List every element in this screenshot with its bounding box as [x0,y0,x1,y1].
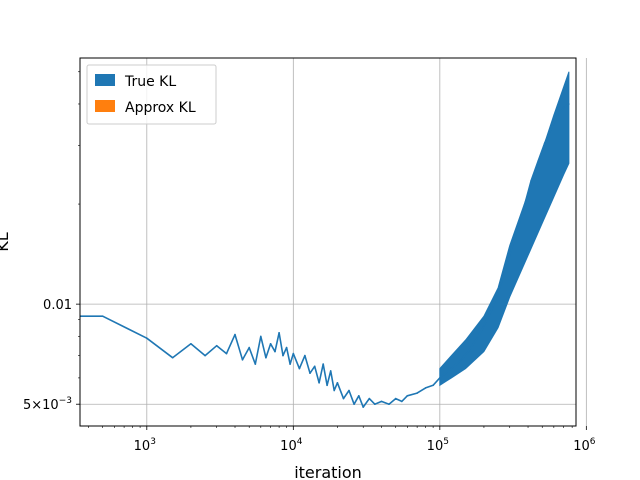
data-point-true-kl [329,370,332,372]
data-point-true-kl [424,387,427,389]
data-point-true-kl [333,389,336,392]
legend-swatch-approx-kl [95,100,115,112]
data-point-true-kl [374,403,376,406]
data-point-true-kl [468,348,471,351]
data-point-true-kl [543,142,546,144]
data-point-true-kl [562,106,565,109]
data-point-true-kl [348,389,350,392]
data-point-true-kl [278,332,280,334]
data-point-true-kl [274,350,276,353]
axes-frame [79,57,577,427]
data-point-true-kl [322,363,325,365]
data-point-true-kl [326,384,328,387]
data-point-true-kl [234,333,236,336]
data-point-true-kl [416,392,418,394]
data-point-true-kl [432,384,434,387]
legend-box [86,64,217,125]
data-point-true-kl [394,397,397,400]
data-point-true-kl [260,335,262,338]
data-point-true-kl [508,254,511,257]
data-point-true-kl [530,180,532,182]
data-point-true-kl [215,344,218,347]
data-point-true-kl [358,395,360,397]
data-point-true-kl [499,284,502,287]
series-band-true-kl [439,71,570,387]
data-point-true-kl [304,354,306,357]
data-point-true-kl [568,103,570,105]
data-point-true-kl [204,354,206,357]
data-point-true-kl [282,354,284,357]
x-tick-label: 106 [573,437,596,454]
data-point-true-kl [388,403,390,406]
legend-swatch-true-kl [95,74,115,86]
legend: True KL Approx KL [86,64,217,125]
data-point-true-kl [225,352,228,355]
data-point-true-kl [476,337,479,340]
y-axis-title: KL [0,232,12,251]
x-tick-label: 104 [280,437,303,454]
data-point-true-kl [248,346,250,349]
data-point-true-kl [292,352,295,355]
y-tick-label: 0.01 [43,298,72,313]
x-tick-label: 105 [427,437,449,454]
data-point-true-kl [401,400,403,403]
data-point-true-kl [313,365,316,368]
data-point-true-kl [353,403,355,406]
data-point-true-kl [516,226,519,229]
data-point-true-kl [265,356,267,359]
data-point-true-kl [450,367,453,370]
data-point-true-kl [318,382,320,384]
data-point-true-kl [483,325,485,327]
series-line-true-kl [80,103,570,408]
data-point-true-kl [101,315,104,318]
data-point-true-kl [171,356,174,359]
data-point-true-kl [524,203,526,205]
data-point-true-kl [336,382,339,384]
y-axis: 0.01 5×10−3 [23,71,80,413]
data-point-true-kl [406,395,409,397]
data-point-true-kl [537,159,540,162]
data-point-true-kl [550,126,553,129]
data-point-true-kl [362,406,365,408]
data-point-true-kl [380,400,383,403]
data-point-true-kl [190,343,192,345]
data-point-true-kl [254,363,257,365]
y-tick-label: 5×10−3 [23,396,72,413]
data-point-true-kl [368,397,371,400]
data-point-true-kl [492,306,494,308]
legend-label-true-kl: True KL [124,74,176,90]
data-point-true-kl [285,346,288,349]
data-point-true-kl [241,359,244,361]
x-tick-label: 103 [134,437,156,454]
data-point-true-kl [557,114,559,116]
data-point-true-kl [298,367,301,370]
x-axis-title: iteration [294,463,362,480]
x-axis: 103 104 105 106 [88,426,596,454]
data-point-true-kl [460,359,463,361]
data-point-true-kl [342,397,345,400]
data-point-true-kl [146,337,148,340]
data-point-true-kl [439,377,441,379]
legend-label-approx-kl: Approx KL [125,100,196,116]
data-point-true-kl [269,343,272,345]
plot-area [80,71,570,408]
data-point-true-kl [309,372,311,375]
data-point-true-kl [289,363,291,365]
